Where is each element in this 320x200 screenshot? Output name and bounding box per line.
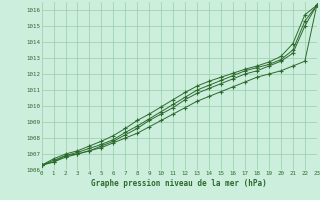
X-axis label: Graphe pression niveau de la mer (hPa): Graphe pression niveau de la mer (hPa) <box>91 179 267 188</box>
